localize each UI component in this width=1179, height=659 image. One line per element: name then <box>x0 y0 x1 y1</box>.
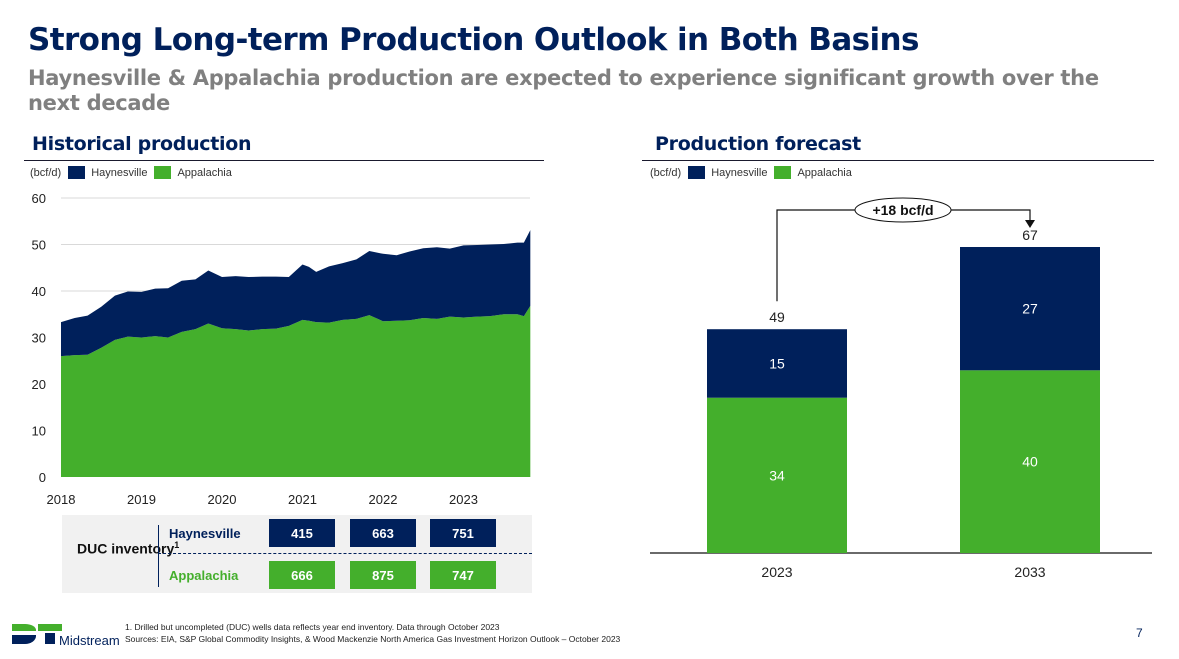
bar-total-label: 49 <box>769 309 785 325</box>
y-tick-label: 20 <box>32 377 46 392</box>
y-tick-label: 60 <box>32 191 46 206</box>
duc-footnote-mark: 1 <box>174 540 180 550</box>
dt-midstream-logo: Midstream <box>10 622 120 652</box>
area-appalachia <box>61 305 531 477</box>
bar-total-label: 67 <box>1022 227 1038 243</box>
x-category-label: 2023 <box>761 564 792 580</box>
y-tick-label: 30 <box>32 331 46 346</box>
historical-legend: (bcf/d) Haynesville Appalachia <box>30 166 232 179</box>
page-subtitle: Haynesville & Appalachia production are … <box>28 66 1099 115</box>
duc-inventory-table: DUC inventory1 Haynesville Appalachia 41… <box>62 515 532 593</box>
duc-divider-vertical <box>158 525 159 587</box>
x-tick-label: 2018 <box>47 492 76 507</box>
duc-row-label-appalachia: Appalachia <box>169 568 239 583</box>
y-tick-label: 10 <box>32 424 46 439</box>
duc-cell-haynesville-2023: 751 <box>430 519 496 547</box>
bar-label-haynesville: 15 <box>769 355 785 371</box>
forecast-legend: (bcf/d) Haynesville Appalachia <box>650 166 852 179</box>
legend-label-appalachia: Appalachia <box>177 166 232 179</box>
growth-annotation-text: +18 bcf/d <box>872 202 933 218</box>
x-category-label: 2033 <box>1014 564 1045 580</box>
sources: Sources: EIA, S&P Global Commodity Insig… <box>125 634 621 644</box>
legend-unit: (bcf/d) <box>30 166 62 179</box>
legend-unit: (bcf/d) <box>650 166 682 179</box>
bar-haynesville-2023 <box>707 329 847 398</box>
dt-logo-icon: Midstream <box>12 624 120 648</box>
duc-row-label-haynesville: Haynesville <box>169 526 241 541</box>
legend-swatch-haynesville <box>68 166 86 179</box>
legend-swatch-haynesville <box>688 166 706 179</box>
footer-notes: 1. Drilled but uncompleted (DUC) wells d… <box>125 621 620 645</box>
growth-annotation-bubble <box>854 197 952 223</box>
legend-label-haynesville: Haynesville <box>91 166 148 179</box>
y-tick-label: 40 <box>32 284 46 299</box>
historical-production-chart: 0 10 20 30 40 50 60 2018 2019 2020 2021 2022 2023 <box>32 191 531 507</box>
x-tick-label: 2022 <box>369 492 398 507</box>
page-number: 7 <box>1136 626 1143 640</box>
legend-swatch-appalachia <box>774 166 792 179</box>
historical-production-title: Historical production <box>32 133 252 155</box>
x-tick-label: 2021 <box>288 492 317 507</box>
page-title: Strong Long-term Production Outlook in B… <box>28 22 919 58</box>
bar-appalachia-2023 <box>707 397 847 553</box>
production-forecast-title: Production forecast <box>655 133 861 155</box>
x-tick-label: 2019 <box>127 492 156 507</box>
historical-title-rule <box>24 160 544 161</box>
duc-divider-dashed <box>158 553 532 554</box>
duc-cell-appalachia-2021: 666 <box>269 561 335 589</box>
duc-cell-haynesville-2022: 663 <box>350 519 416 547</box>
bar-appalachia-2033 <box>960 370 1100 553</box>
forecast-title-rule <box>642 160 1154 161</box>
duc-inventory-label: DUC inventory1 <box>77 536 179 558</box>
y-tick-label: 50 <box>32 238 46 253</box>
bar-label-haynesville: 27 <box>1022 301 1038 317</box>
y-tick-label: 0 <box>39 470 46 485</box>
duc-cell-appalachia-2023: 747 <box>430 561 496 589</box>
area-haynesville <box>61 230 531 357</box>
duc-cell-haynesville-2021: 415 <box>269 519 335 547</box>
x-tick-label: 2020 <box>208 492 237 507</box>
legend-label-appalachia: Appalachia <box>797 166 852 179</box>
duc-cell-appalachia-2022: 875 <box>350 561 416 589</box>
legend-swatch-appalachia <box>154 166 172 179</box>
growth-arrowhead <box>1025 220 1035 228</box>
bar-label-appalachia: 34 <box>769 467 785 483</box>
bar-haynesville-2033 <box>960 247 1100 371</box>
footnote: 1. Drilled but uncompleted (DUC) wells d… <box>125 622 500 632</box>
logo-text: Midstream <box>59 633 120 648</box>
production-forecast-chart: 34 15 49 2023 40 27 67 2033 +18 bcf/d <box>650 197 1152 580</box>
bar-label-appalachia: 40 <box>1022 454 1038 470</box>
duc-label-text: DUC inventory <box>77 540 175 557</box>
legend-label-haynesville: Haynesville <box>711 166 768 179</box>
x-tick-label: 2023 <box>449 492 478 507</box>
